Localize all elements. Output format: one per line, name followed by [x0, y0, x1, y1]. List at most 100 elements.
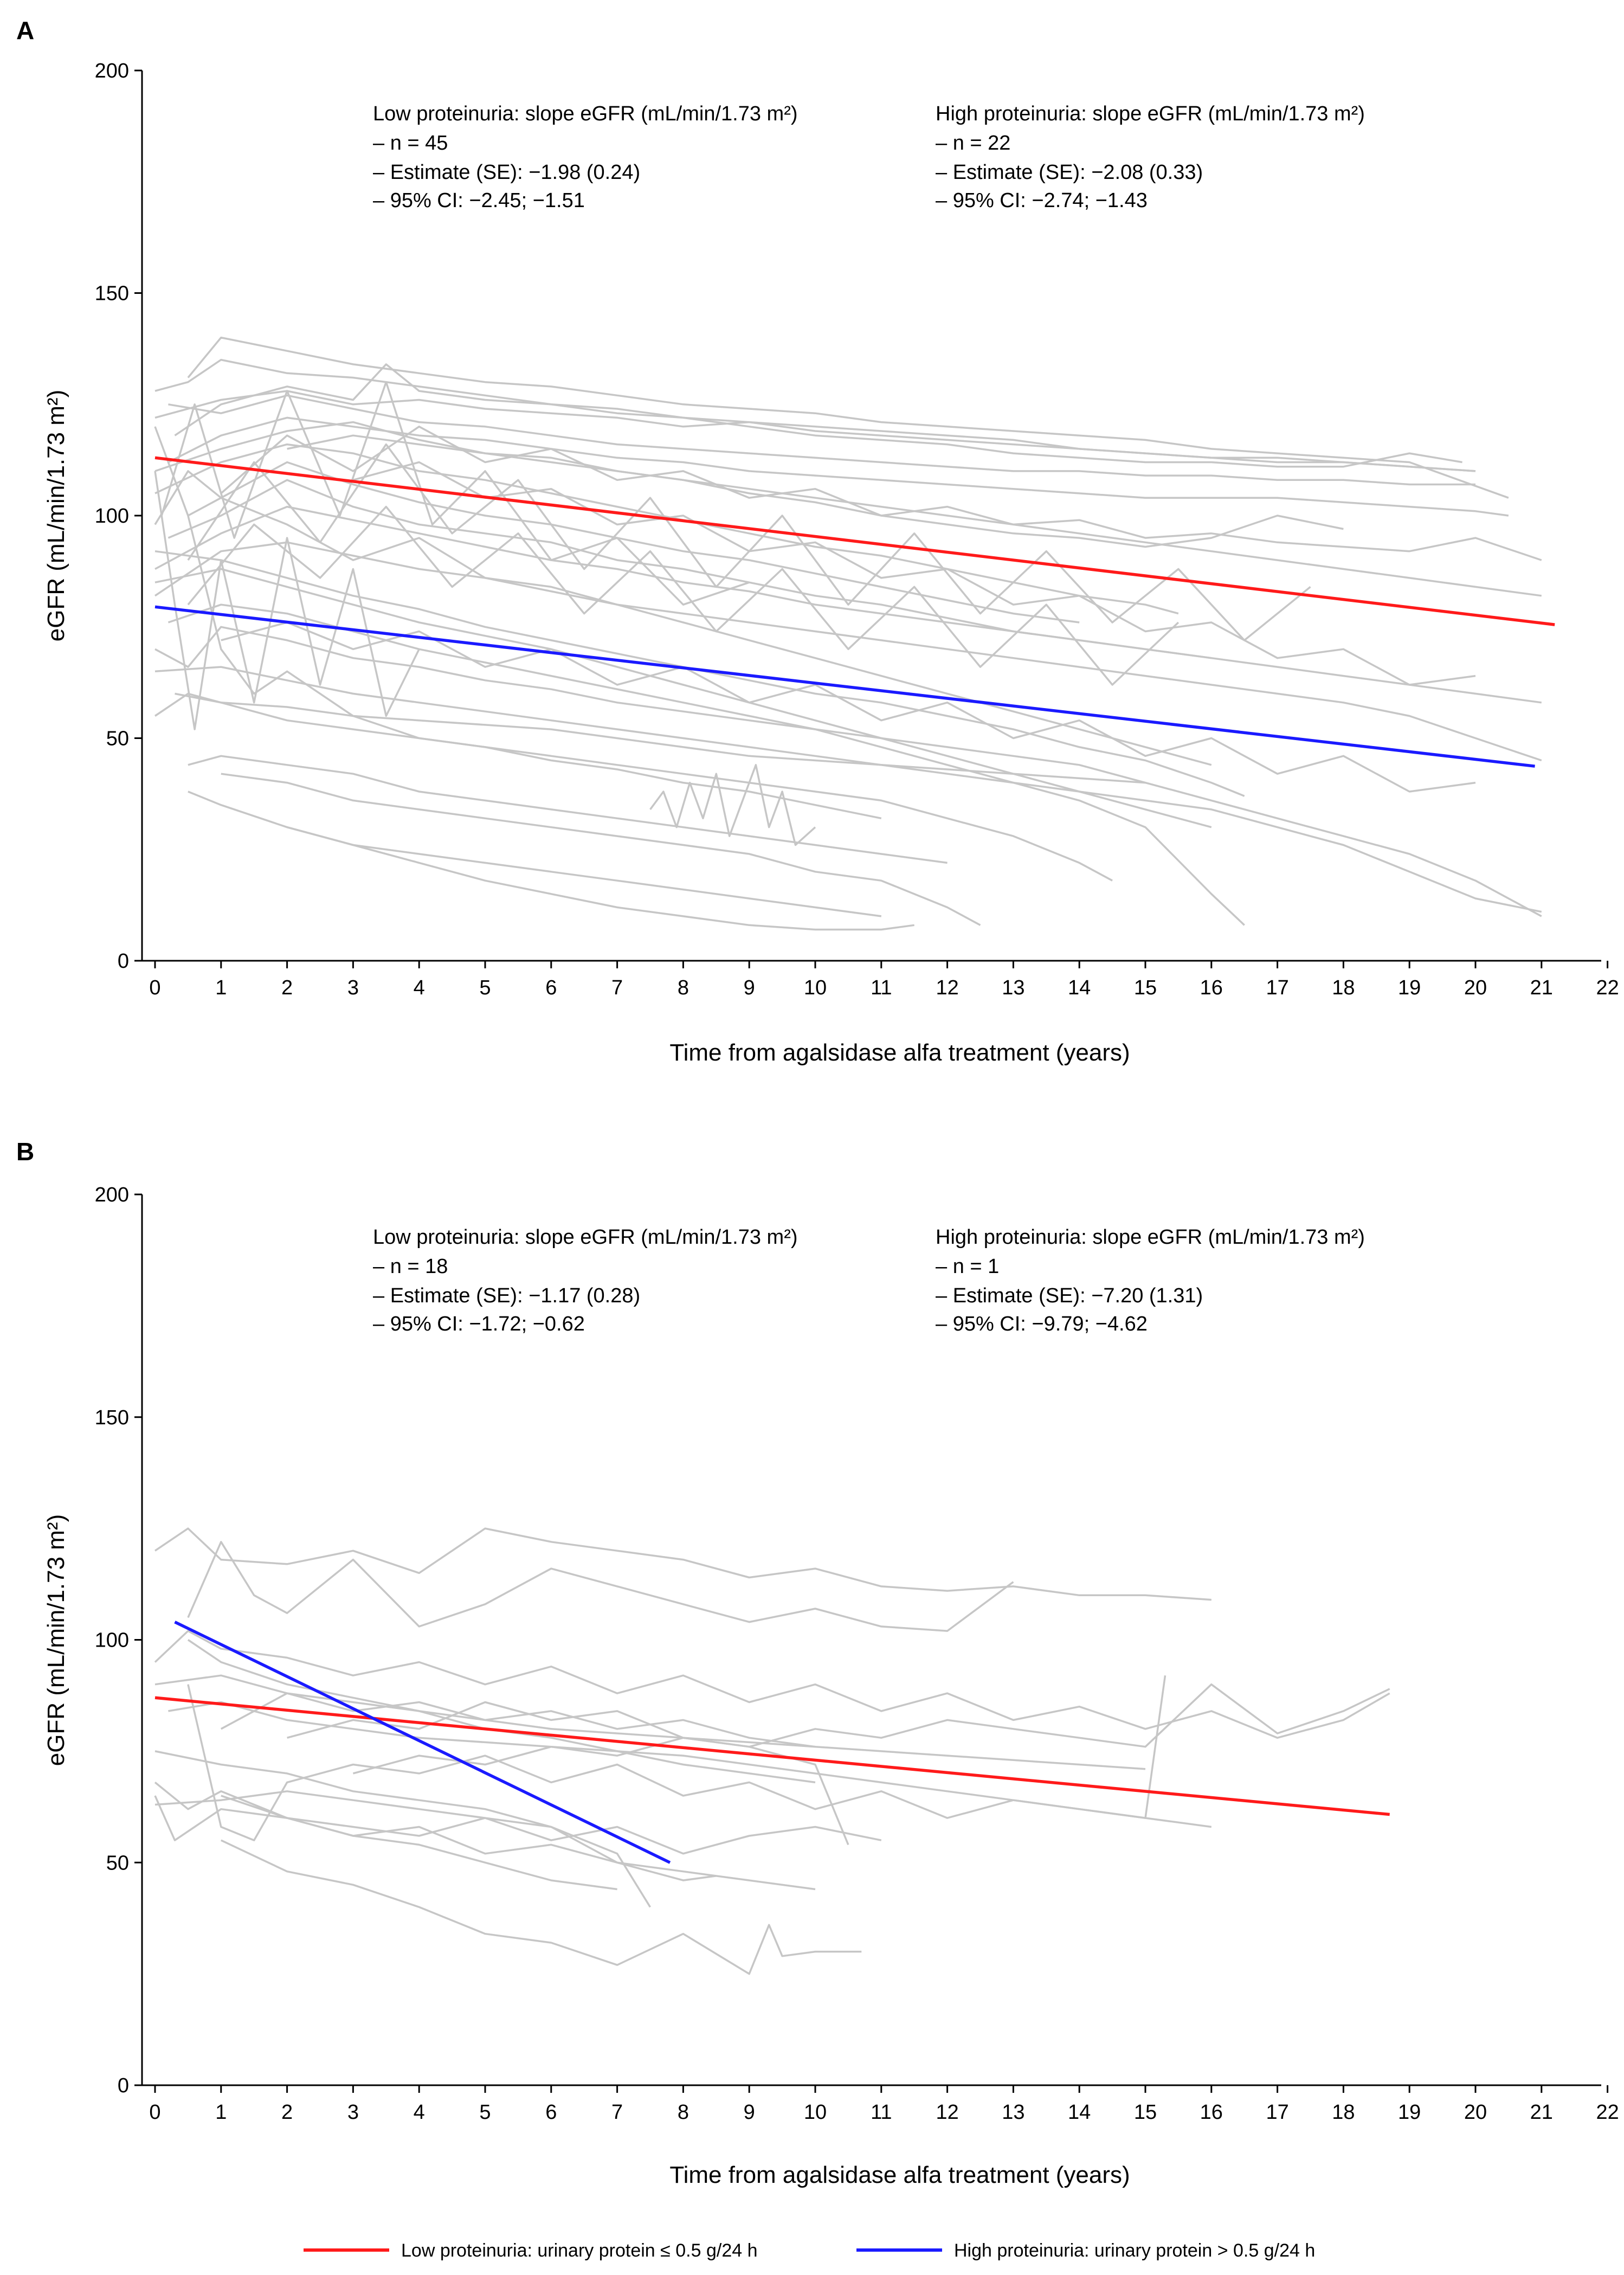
patient-trajectory-line — [154, 1795, 816, 1891]
x-tick-label: 14 — [1068, 2101, 1091, 2124]
patient-trajectory-line — [188, 497, 1212, 766]
patient-trajectory-line — [154, 1630, 1390, 1739]
panel-a-plot-area — [154, 336, 1555, 931]
x-tick-label: 16 — [1200, 976, 1223, 999]
patient-trajectory-line — [154, 421, 1344, 548]
x-tick-label: 7 — [611, 976, 623, 999]
x-tick-label: 20 — [1464, 2101, 1487, 2124]
patient-trajectory-line — [154, 550, 1245, 797]
patient-trajectory-line — [154, 1790, 717, 1881]
x-tick-label: 1 — [215, 2101, 227, 2124]
patient-trajectory-line — [287, 434, 1542, 597]
panel-b-x-ticks: 0 1 2 3 4 5 6 7 8 9 10 11 12 13 14 15 16 17 18 19 20 21 22 — [149, 2085, 1619, 2124]
annotation-line: – n = 1 — [936, 1255, 999, 1278]
patient-trajectory-line — [154, 426, 882, 820]
annotation-line: – 95% CI: −1.72; −0.62 — [373, 1313, 585, 1335]
patient-trajectory-line — [154, 1750, 651, 1908]
y-tick-label: 150 — [95, 282, 129, 305]
y-tick-label: 0 — [118, 950, 129, 973]
patient-trajectory-line — [154, 505, 1542, 704]
x-tick-label: 0 — [149, 976, 160, 999]
x-tick-label: 1 — [215, 976, 227, 999]
x-tick-label: 19 — [1398, 976, 1421, 999]
patient-trajectory-line — [167, 479, 1212, 659]
x-tick-label: 4 — [414, 976, 425, 999]
panel-a-y-axis-title: eGFR (mL/min/1.73 m²) — [43, 390, 69, 642]
annotation-line: – Estimate (SE): −2.08 (0.33) — [936, 161, 1203, 184]
y-tick-label: 100 — [95, 1629, 129, 1652]
annotation-line: – 95% CI: −2.74; −1.43 — [936, 189, 1148, 212]
legend-label-low: Low proteinuria: urinary protein ≤ 0.5 g… — [401, 2240, 758, 2261]
patient-trajectory-line — [154, 541, 1542, 762]
x-tick-label: 12 — [936, 976, 958, 999]
x-tick-label: 11 — [871, 2101, 892, 2124]
x-tick-label: 9 — [744, 2101, 755, 2124]
x-tick-label: 12 — [936, 2101, 958, 2124]
patient-trajectory-line — [220, 426, 1542, 561]
panel-b-y-ticks: 0 50 100 150 200 — [95, 1184, 142, 2097]
panel-a-letter: A — [16, 16, 34, 44]
patient-trajectory-line — [174, 363, 1462, 468]
x-tick-label: 10 — [804, 2101, 827, 2124]
x-tick-label: 20 — [1464, 976, 1487, 999]
y-tick-label: 200 — [95, 1184, 129, 1206]
annotation-line: – n = 22 — [936, 132, 1010, 155]
x-tick-label: 14 — [1068, 976, 1091, 999]
x-tick-label: 13 — [1002, 2101, 1024, 2124]
x-tick-label: 3 — [347, 2101, 359, 2124]
x-tick-label: 16 — [1200, 2101, 1223, 2124]
x-tick-label: 18 — [1332, 976, 1355, 999]
panel-b-fit-lines — [154, 1621, 1390, 1864]
y-tick-label: 200 — [95, 60, 129, 82]
fit-line-high-proteinuria — [174, 1621, 671, 1864]
patient-trajectory-line — [160, 381, 750, 606]
patient-trajectory-line — [154, 461, 1080, 624]
x-tick-label: 21 — [1530, 976, 1553, 999]
y-tick-label: 50 — [106, 1852, 129, 1874]
y-tick-label: 50 — [106, 728, 129, 750]
x-tick-label: 22 — [1596, 976, 1619, 999]
panel-b-annotation-low: Low proteinuria: slope eGFR (mL/min/1.73… — [373, 1226, 798, 1335]
panel-b-plot-area — [154, 1527, 1390, 1975]
x-tick-label: 10 — [804, 976, 827, 999]
x-tick-label: 0 — [149, 2101, 160, 2124]
patient-trajectory-line — [220, 1692, 816, 1748]
patient-trajectory-line — [154, 1527, 1211, 1601]
fit-line-low-proteinuria — [154, 1696, 1390, 1816]
panel-b-letter: B — [16, 1138, 34, 1166]
x-tick-label: 15 — [1134, 976, 1157, 999]
y-tick-label: 100 — [95, 505, 129, 528]
panel-a-x-axis-title: Time from agalsidase alfa treatment (yea… — [669, 1039, 1130, 1066]
x-tick-label: 9 — [744, 976, 755, 999]
x-tick-label: 5 — [479, 2101, 491, 2124]
y-tick-label: 0 — [118, 2074, 129, 2097]
x-tick-label: 21 — [1530, 2101, 1553, 2124]
patient-trajectory-line — [221, 1839, 862, 1975]
x-tick-label: 3 — [347, 976, 359, 999]
patient-trajectory-line — [188, 755, 948, 864]
patient-trajectory-line — [188, 791, 882, 917]
annotation-line: – n = 18 — [373, 1255, 448, 1278]
x-tick-label: 7 — [611, 2101, 623, 2124]
panel-b-annotation-high: High proteinuria: slope eGFR (mL/min/1.7… — [936, 1226, 1365, 1335]
patient-trajectory-line — [187, 1675, 1167, 1841]
x-tick-label: 8 — [678, 976, 689, 999]
patient-trajectory-line — [352, 1683, 1390, 1775]
y-tick-label: 150 — [95, 1406, 129, 1429]
x-tick-label: 5 — [479, 976, 491, 999]
panel-a-annotation-low: Low proteinuria: slope eGFR (mL/min/1.73… — [373, 102, 798, 212]
panel-a-fit-lines — [154, 456, 1555, 768]
x-tick-label: 4 — [414, 2101, 425, 2124]
annotation-line: High proteinuria: slope eGFR (mL/min/1.7… — [936, 102, 1365, 125]
patient-trajectory-line — [221, 773, 981, 926]
x-tick-label: 19 — [1398, 2101, 1421, 2124]
patient-trajectory-line — [221, 1795, 882, 1855]
patient-trajectory-line — [187, 505, 1180, 686]
patient-trajectory-line — [154, 666, 1542, 913]
patient-trajectory-line — [187, 336, 1509, 499]
annotation-line: High proteinuria: slope eGFR (mL/min/1.7… — [936, 1226, 1365, 1249]
